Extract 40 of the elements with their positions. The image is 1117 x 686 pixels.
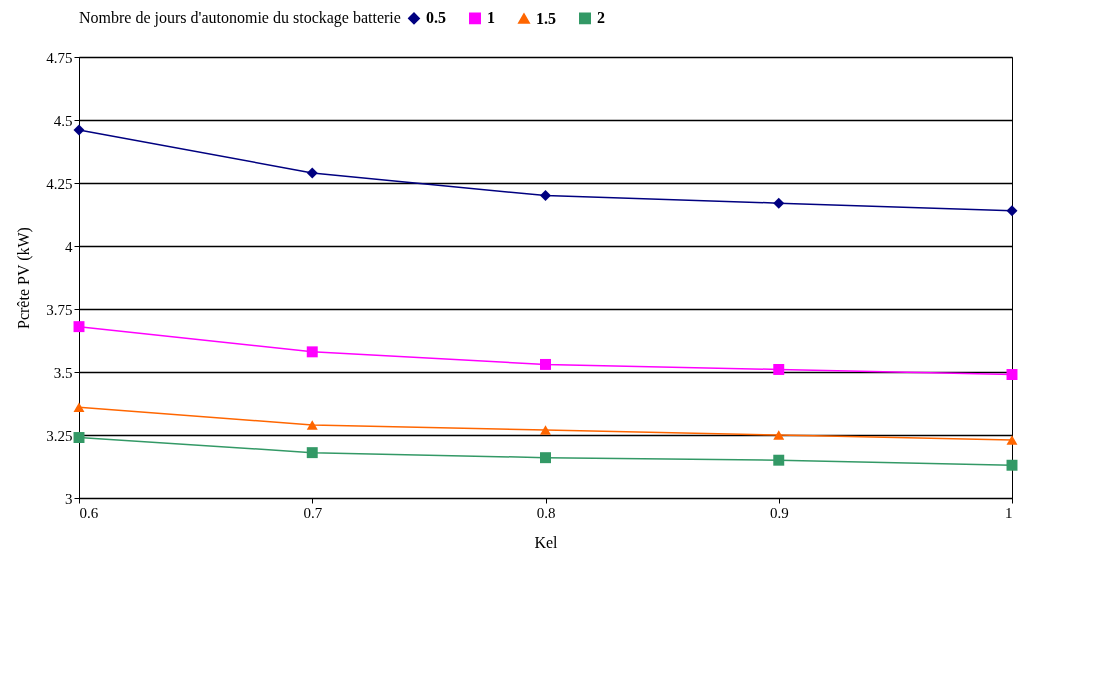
point bbox=[540, 452, 551, 464]
x-tick-label: 0.8 bbox=[536, 504, 556, 521]
point bbox=[1006, 459, 1018, 471]
x-tick-label: 1 bbox=[1005, 504, 1013, 521]
point bbox=[540, 190, 551, 202]
point bbox=[773, 454, 785, 466]
point bbox=[773, 364, 785, 375]
point bbox=[73, 321, 85, 333]
point bbox=[73, 402, 85, 413]
y-tick-label: 3.5 bbox=[53, 364, 73, 381]
point bbox=[306, 420, 318, 430]
point bbox=[540, 358, 551, 370]
y-tick-label: 4.5 bbox=[53, 112, 73, 129]
point bbox=[306, 167, 318, 179]
point bbox=[306, 447, 318, 459]
legend-label: 1 bbox=[487, 9, 495, 27]
x-tick-label: 0.9 bbox=[769, 504, 789, 521]
point bbox=[1006, 435, 1018, 445]
point bbox=[773, 430, 785, 440]
y-axis-title: Pcrête PV (kW) bbox=[15, 227, 34, 329]
y-tick-label: 3 bbox=[65, 490, 73, 507]
point bbox=[1006, 205, 1018, 217]
legend-title: Nombre de jours d'autonomie du stockage batterie bbox=[79, 9, 401, 27]
legend-label: 0.5 bbox=[426, 9, 446, 27]
x-tick-label: 0.7 bbox=[303, 504, 323, 521]
y-tick-label: 3.75 bbox=[46, 301, 73, 318]
y-tick-label: 4.75 bbox=[46, 49, 73, 66]
point bbox=[540, 425, 551, 435]
point bbox=[73, 124, 85, 136]
point bbox=[306, 346, 318, 358]
x-tick-label: 0.6 bbox=[79, 504, 99, 521]
point bbox=[73, 432, 85, 443]
legend-label: 2 bbox=[597, 9, 605, 27]
y-tick-label: 3.25 bbox=[46, 427, 73, 444]
point bbox=[1006, 369, 1018, 380]
x-axis-title: Kel bbox=[534, 533, 559, 551]
legend-label: 1.5 bbox=[536, 9, 556, 27]
y-tick-label: 4.25 bbox=[46, 175, 73, 192]
point bbox=[773, 197, 785, 209]
y-tick-label: 4 bbox=[65, 238, 73, 255]
